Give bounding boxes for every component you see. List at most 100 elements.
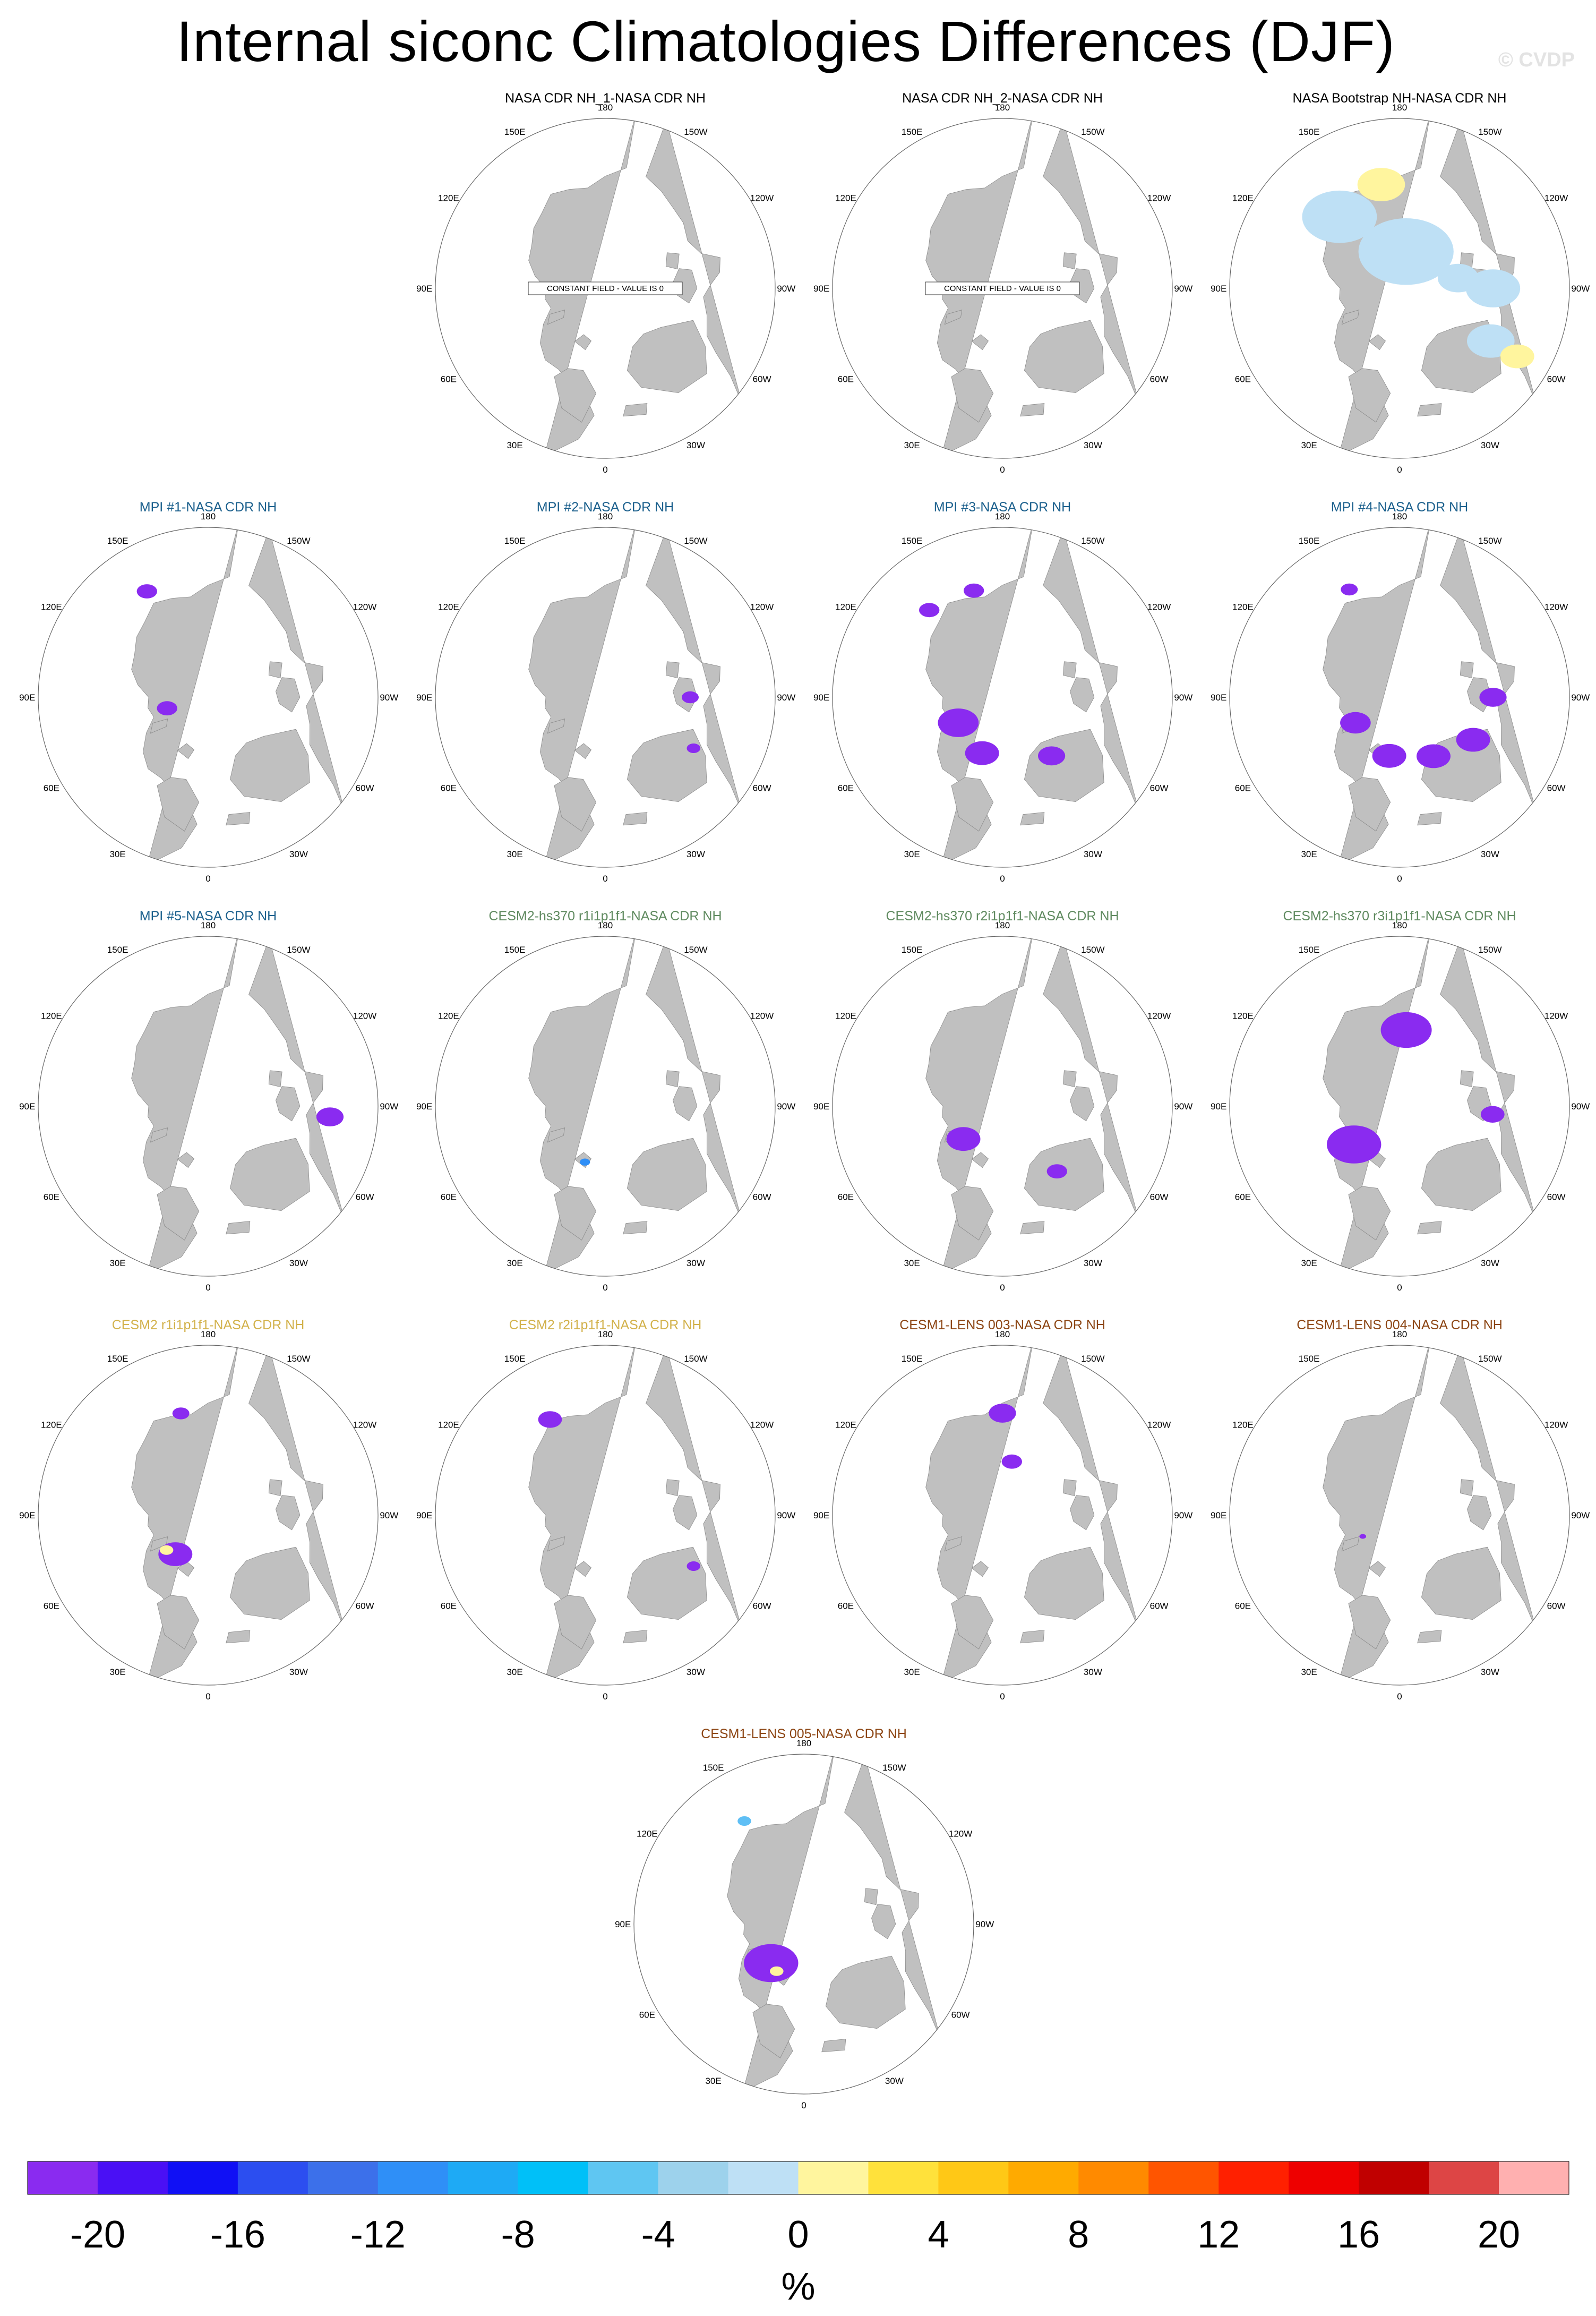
longitude-label: 120W — [750, 193, 774, 203]
anomaly-patch — [1380, 1012, 1432, 1048]
longitude-label: 120E — [41, 1011, 62, 1021]
longitude-label: 180 — [995, 1329, 1010, 1339]
anomaly-patch — [1340, 712, 1371, 734]
longitude-label: 120E — [438, 602, 459, 612]
panel-title: CESM2 r2i1p1f1-NASA CDR NH — [509, 1318, 702, 1332]
land-mass — [825, 1955, 906, 2029]
longitude-label: 90E — [1211, 1101, 1226, 1112]
longitude-label: 150W — [1478, 945, 1501, 955]
land-mass — [871, 1904, 896, 1939]
longitude-label: 0 — [205, 1691, 210, 1702]
land-mass — [157, 1186, 200, 1241]
ocean-disc — [38, 936, 378, 1276]
longitude-label: 150W — [1081, 1354, 1104, 1364]
longitude-label: 90W — [380, 1510, 398, 1520]
colorbar-swatch — [728, 2161, 799, 2194]
longitude-label: 90E — [813, 1510, 829, 1520]
longitude-label: 150W — [1081, 127, 1104, 137]
land-mass — [1043, 119, 1139, 404]
longitude-label: 90E — [1211, 284, 1226, 294]
longitude-label: 120E — [835, 602, 856, 612]
longitude-label: 90E — [813, 1101, 829, 1112]
longitude-label: 30W — [687, 440, 705, 450]
land-mass — [971, 1152, 989, 1168]
polar-stereographic-map: 180 150E 120E 90E 60E 30E 0 30W 60W 90W 120W 150W CO… — [416, 102, 795, 475]
map-boundary — [435, 118, 776, 459]
polar-stereographic-map: 180 150E 120E 90E 60E 30E 0 30W 60W 90W 120W 150W — [19, 920, 398, 1293]
panel-title: CESM1-LENS 003-NASA CDR NH — [899, 1318, 1105, 1332]
longitude-label: 120W — [353, 1420, 376, 1430]
land-mass — [276, 1495, 301, 1531]
land-mass — [1440, 937, 1537, 1221]
land-mass — [646, 937, 742, 1221]
longitude-label: 30E — [109, 1667, 125, 1677]
ocean-disc — [1230, 1345, 1569, 1685]
anomaly-patch — [1327, 1125, 1382, 1164]
colorbar-tick-label: 16 — [1337, 2214, 1380, 2256]
longitude-label: 60E — [441, 1192, 457, 1202]
longitude-label: 0 — [1000, 1691, 1005, 1702]
longitude-label: 0 — [603, 874, 607, 884]
ocean-disc — [833, 1345, 1172, 1685]
longitude-label: 150E — [703, 1763, 724, 1773]
map-boundary — [633, 1754, 974, 2095]
panel-title: NASA CDR NH_1-NASA CDR NH — [505, 91, 706, 106]
longitude-label: 30E — [904, 440, 920, 450]
map-boundary — [1229, 118, 1570, 459]
anomaly-patch — [770, 1966, 784, 1976]
land-mass — [229, 1138, 310, 1211]
land-mass — [1417, 1221, 1442, 1235]
longitude-label: 30W — [289, 1667, 308, 1677]
longitude-label: 120W — [750, 1011, 774, 1021]
map-panel: CESM2-hs370 r3i1p1f1-NASA CDR NH 180 150E 1… — [1211, 908, 1590, 1293]
colorbar: -20 -16 -12 -8 -4 0 4 8 12 16 20% — [27, 2161, 1569, 2308]
land-mass — [1043, 937, 1139, 1221]
longitude-label: 0 — [1397, 465, 1402, 475]
longitude-label: 90W — [1571, 693, 1590, 703]
longitude-label: 30W — [1084, 1258, 1102, 1268]
map-boundary — [832, 527, 1173, 868]
anomaly-patch — [1038, 746, 1066, 766]
panel-title: CESM1-LENS 005-NASA CDR NH — [701, 1727, 907, 1741]
longitude-label: 120E — [41, 602, 62, 612]
map-boundary — [832, 936, 1173, 1277]
ocean-disc — [634, 1754, 974, 2094]
longitude-label: 90W — [777, 693, 795, 703]
longitude-label: 120E — [438, 193, 459, 203]
ocean-disc — [435, 1345, 775, 1685]
map-panel: NASA CDR NH_2-NASA CDR NH 180 150E 120E 90E 6… — [813, 90, 1192, 475]
panel-title: CESM2-hs370 r2i1p1f1-NASA CDR NH — [886, 909, 1119, 924]
longitude-label: 150W — [287, 1354, 310, 1364]
longitude-label: 180 — [598, 920, 613, 930]
land-mass — [1062, 661, 1077, 679]
colorbar-tick-label: -16 — [210, 2214, 265, 2256]
longitude-label: 150E — [1299, 127, 1320, 137]
colorbar-swatch — [658, 2161, 729, 2194]
longitude-label: 120W — [1544, 1420, 1568, 1430]
map-panel: MPI #4-NASA CDR NH 180 150E 120E 90E 60E 30E 0 3… — [1211, 499, 1590, 884]
land-mass — [951, 1186, 994, 1241]
anomaly-patch — [538, 1411, 562, 1428]
longitude-label: 120W — [750, 1420, 774, 1430]
colorbar-swatch — [798, 2161, 869, 2194]
maps-grid: NASA CDR NH_1-NASA CDR NH 180 150E 120E 90E 6… — [19, 90, 1590, 2110]
anomaly-patch — [965, 741, 999, 765]
longitude-label: 60W — [356, 1192, 374, 1202]
colorbar-tick-label: -12 — [350, 2214, 406, 2256]
longitude-label: 60E — [441, 783, 457, 793]
longitude-label: 30W — [1084, 440, 1102, 450]
anomaly-patch — [1001, 1454, 1022, 1469]
polar-stereographic-map: 180 150E 120E 90E 60E 30E 0 30W 60W 90W 120W 150W — [1211, 920, 1590, 1293]
longitude-label: 0 — [603, 1691, 607, 1702]
colorbar-swatch — [1289, 2161, 1359, 2194]
longitude-label: 120W — [1147, 602, 1171, 612]
land-mass — [665, 1479, 680, 1497]
longitude-label: 60E — [1235, 1601, 1251, 1611]
longitude-label: 60E — [1235, 783, 1251, 793]
map-boundary — [1229, 527, 1570, 868]
land-mass — [150, 719, 168, 734]
land-mass — [1348, 368, 1391, 423]
panel-title: CESM2 r1i1p1f1-NASA CDR NH — [111, 1318, 305, 1332]
land-mass — [1020, 1630, 1045, 1644]
longitude-label: 30W — [1481, 1667, 1499, 1677]
